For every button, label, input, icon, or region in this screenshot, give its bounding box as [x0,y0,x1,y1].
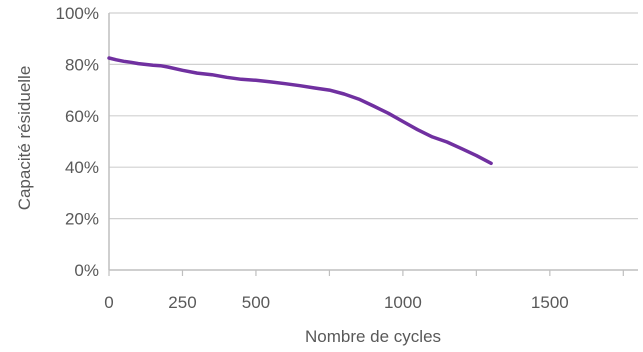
x-tick-label: 500 [242,293,270,312]
y-axis-ticks: 0% 20% 40% 60% 80% 100% [56,4,99,280]
series-layer [107,56,493,166]
x-tick-label: 1500 [531,293,569,312]
y-tick-label: 100% [56,4,99,23]
x-axis-title: Nombre de cycles [305,327,441,346]
y-axis-title: Capacité résiduelle [15,66,34,211]
x-tick-label: 1000 [384,293,422,312]
y-tick-label: 40% [65,158,99,177]
x-tick-label: 250 [168,293,196,312]
y-tick-label: 20% [65,210,99,229]
y-tick-label: 80% [65,55,99,74]
grid [108,12,638,271]
series-line [107,56,493,166]
y-tick-label: 0% [74,261,99,280]
y-tick-label: 60% [65,107,99,126]
x-tick-label: 0 [104,293,113,312]
x-axis-ticks: 0 250 500 1000 1500 [104,270,624,312]
